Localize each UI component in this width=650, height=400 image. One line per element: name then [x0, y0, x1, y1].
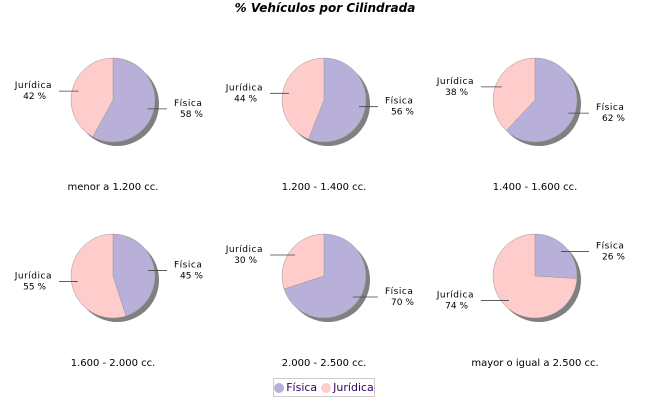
slice-label-value: 42 %	[23, 92, 46, 102]
pie-slice-fisica	[92, 57, 156, 143]
slice-label-name: Jurídica	[225, 245, 263, 255]
slice-label-value: 55 %	[23, 283, 46, 293]
pie-slice-juridica	[70, 233, 127, 319]
slice-label-name: Jurídica	[14, 272, 52, 282]
pie-slice-juridica	[70, 57, 114, 138]
slice-label-value: 58 %	[180, 110, 203, 120]
slice-label-name: Jurídica	[436, 77, 474, 87]
slice-label-name: Física	[174, 260, 202, 270]
pie-slice-fisica	[505, 57, 578, 143]
slice-label-name: Física	[596, 242, 624, 252]
pie-slice-juridica	[281, 233, 325, 290]
slice-label-name: Física	[596, 103, 624, 113]
pie-slice-juridica	[281, 57, 325, 140]
slice-label-value: 74 %	[445, 301, 468, 311]
pie-slice-fisica	[283, 233, 367, 319]
slice-label-name: Jurídica	[14, 81, 52, 91]
slice-label-value: 45 %	[180, 271, 203, 281]
slice-label-value: 26 %	[602, 253, 625, 263]
legend-label: Jurídica	[333, 381, 374, 394]
slice-label-value: 56 %	[391, 108, 414, 118]
pie-slice-fisica	[308, 57, 367, 143]
pie-subtitle: 1.200 - 1.400 cc.	[282, 182, 367, 193]
slice-label-name: Jurídica	[436, 290, 474, 300]
pie-subtitle: menor a 1.200 cc.	[68, 182, 159, 193]
legend-item-juridica: Jurídica	[321, 381, 374, 394]
slice-label-name: Física	[385, 287, 413, 297]
legend: Física Jurídica	[273, 378, 375, 397]
legend-item-fisica: Física	[274, 381, 317, 394]
legend-label: Física	[286, 381, 318, 394]
slice-label-name: Jurídica	[225, 83, 263, 93]
slice-label-value: 44 %	[234, 94, 257, 104]
chart-title: % Vehículos por Cilindrada	[234, 1, 416, 15]
slice-label-name: Física	[385, 97, 413, 107]
slice-label-name: Física	[174, 99, 202, 109]
pie-slice-fisica	[112, 233, 156, 317]
slice-label-value: 62 %	[602, 114, 625, 124]
legend-swatch	[321, 382, 332, 393]
pie-subtitle: 1.600 - 2.000 cc.	[71, 358, 156, 369]
pie-subtitle: mayor o igual a 2.500 cc.	[471, 358, 598, 369]
slice-label-value: 38 %	[445, 88, 468, 98]
legend-swatch	[274, 382, 285, 393]
pie-slice-juridica	[492, 233, 578, 319]
slice-label-value: 70 %	[391, 298, 414, 308]
pie-subtitle: 2.000 - 2.500 cc.	[282, 358, 367, 369]
pie-slice-juridica	[492, 57, 536, 131]
pie-slice-fisica	[534, 233, 578, 279]
pie-subtitle: 1.400 - 1.600 cc.	[493, 182, 578, 193]
slice-label-value: 30 %	[234, 256, 257, 266]
